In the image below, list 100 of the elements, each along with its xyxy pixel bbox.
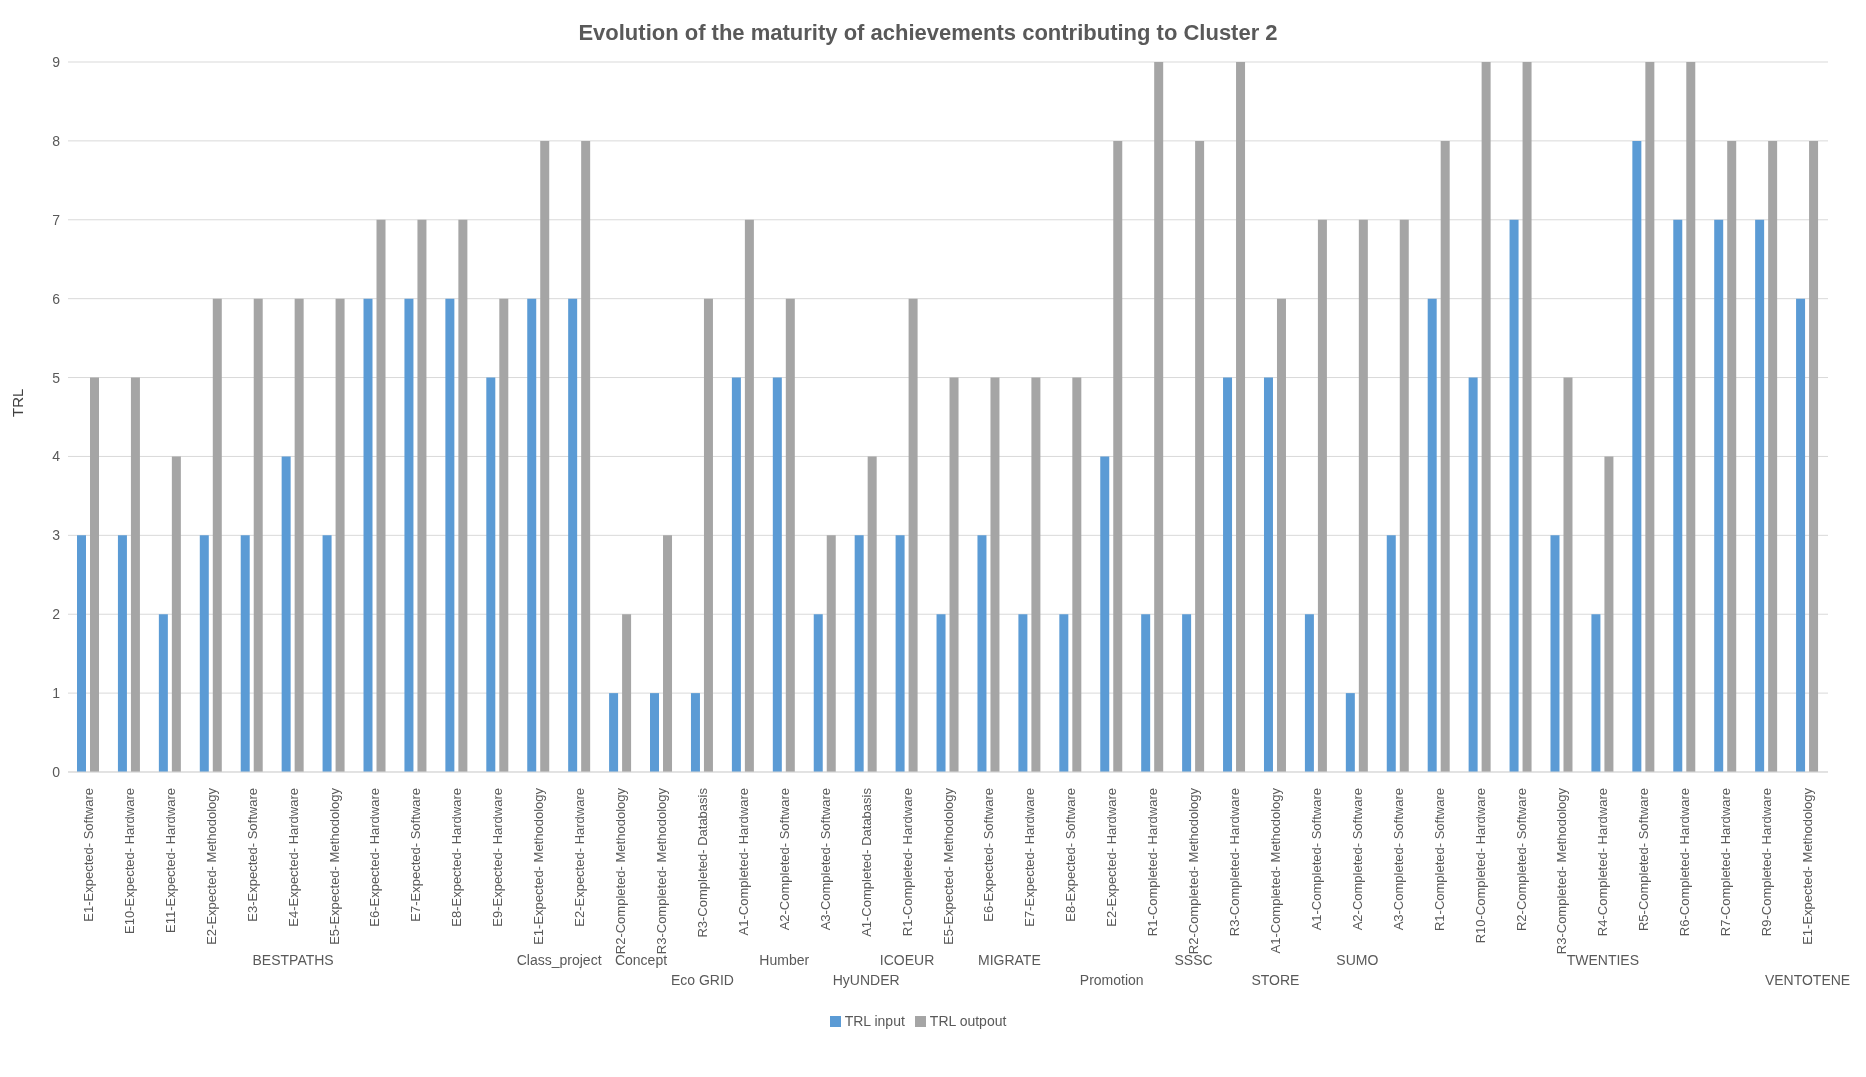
text: VENTOTENE (1764, 972, 1851, 988)
bar (1263, 377, 1273, 772)
bar (1755, 219, 1765, 772)
bar (363, 298, 373, 772)
x-tick-label: R4-Completed- Hardware (1595, 788, 1611, 937)
y-tick-label: 6 (52, 290, 61, 307)
x-tick-label: E6-Expected- Software (981, 788, 997, 922)
bar (1031, 377, 1041, 772)
x-tick-label: R3-Completed- Hardware (1227, 788, 1243, 937)
bar (1141, 614, 1151, 772)
bar (826, 535, 836, 772)
bar (1673, 219, 1683, 772)
y-tick-label: 0 (52, 763, 61, 780)
bar (1113, 140, 1123, 772)
bar (77, 535, 86, 772)
bar (1100, 456, 1110, 772)
bar (1727, 140, 1737, 772)
bar (990, 377, 1000, 772)
y-tick-label: 5 (52, 369, 61, 386)
bar (1714, 219, 1724, 772)
bar (1809, 140, 1819, 772)
text: Class_project (516, 952, 602, 968)
x-tick-label: E8-Expected- Hardware (449, 788, 465, 927)
bar (1304, 614, 1314, 772)
x-tick-label: R9-Completed- Hardware (1759, 788, 1775, 937)
bar (650, 693, 660, 772)
bar (1522, 62, 1532, 772)
bar (1645, 62, 1655, 772)
text: MIGRATE (978, 952, 1041, 968)
x-tick-label: E3-Expected- Software (244, 788, 260, 922)
bar (540, 140, 550, 772)
x-tick-label: A1-Completed- Hardware (735, 788, 751, 936)
y-tick-label: 3 (52, 527, 61, 544)
bar (240, 535, 250, 772)
x-tick-label: R2-Completed- Methodology (1186, 787, 1202, 955)
bar (335, 298, 345, 772)
bar (977, 535, 987, 772)
text: TWENTIES (1566, 952, 1640, 968)
bar (130, 377, 140, 772)
x-tick-label: E2-Expected- Hardware (572, 788, 588, 927)
bar (568, 298, 578, 772)
x-tick-label: E1-Expected- Software (80, 788, 96, 922)
x-tick-label: E2-Expected- Hardware (1104, 788, 1120, 927)
bar (527, 298, 537, 772)
x-tick-label: R3-Completed- Methodology (653, 787, 669, 955)
y-tick-label: 9 (52, 53, 61, 70)
x-tick-label: A1-Completed- Software (1308, 788, 1324, 931)
bar (949, 377, 959, 772)
bar (1072, 377, 1082, 772)
bar (1195, 140, 1205, 772)
bar (376, 219, 386, 772)
x-tick-label: E7-Expected- Software (408, 788, 424, 922)
bar (1276, 298, 1286, 772)
x-tick-label: E8-Expected- Software (1063, 788, 1079, 922)
legend-label: TRL outpout (929, 1013, 1007, 1029)
bar (445, 298, 455, 772)
bar (117, 535, 127, 772)
y-tick-label: 8 (52, 132, 61, 149)
bar (1018, 614, 1028, 772)
y-axis-title: TRL (9, 388, 27, 417)
x-tick-label: A1-Completed- Methodology (1267, 787, 1283, 954)
bar (1440, 140, 1450, 772)
bar (1591, 614, 1601, 772)
text: SUMO (1336, 952, 1379, 968)
bar (499, 298, 509, 772)
text: SSSC (1174, 952, 1213, 968)
bar (1154, 62, 1164, 772)
bar (1358, 219, 1368, 772)
text: ICOEUR (879, 952, 935, 968)
bar (908, 298, 918, 772)
bar (417, 219, 427, 772)
bar (1550, 535, 1560, 772)
text: Concept (614, 952, 668, 968)
x-tick-label: E7-Expected- Hardware (1022, 788, 1038, 927)
text: Promotion (1079, 972, 1144, 988)
bar (486, 377, 496, 772)
bar (1796, 298, 1806, 772)
bar (1223, 377, 1233, 772)
text: Humber (759, 952, 810, 968)
text: STORE (1251, 972, 1300, 988)
legend-label: TRL input (844, 1013, 905, 1029)
x-tick-label: A1-Completed- Databasis (858, 787, 874, 937)
x-tick-label: E1-Expected- Methodology (1800, 787, 1816, 945)
text: Eco GRID (670, 972, 734, 988)
x-tick-label: A2-Completed- Software (776, 788, 792, 931)
bar (1059, 614, 1069, 772)
x-tick-label: R2-Completed- Methodology (613, 787, 629, 955)
bar (690, 693, 700, 772)
bar (581, 140, 591, 772)
bar (772, 377, 782, 772)
bar (609, 693, 619, 772)
bar (622, 614, 632, 772)
x-tick-label: A3-Completed- Software (1390, 788, 1406, 931)
x-tick-label: R7-Completed- Hardware (1718, 788, 1734, 937)
x-tick-label: R2-Completed- Software (1513, 788, 1529, 932)
x-tick-label: R6-Completed- Hardware (1677, 788, 1693, 937)
x-tick-label: E5-Expected- Methodology (326, 787, 342, 945)
bar (212, 298, 222, 772)
x-tick-label: E6-Expected- Hardware (367, 788, 383, 927)
x-tick-label: R1-Completed- Hardware (899, 788, 915, 937)
